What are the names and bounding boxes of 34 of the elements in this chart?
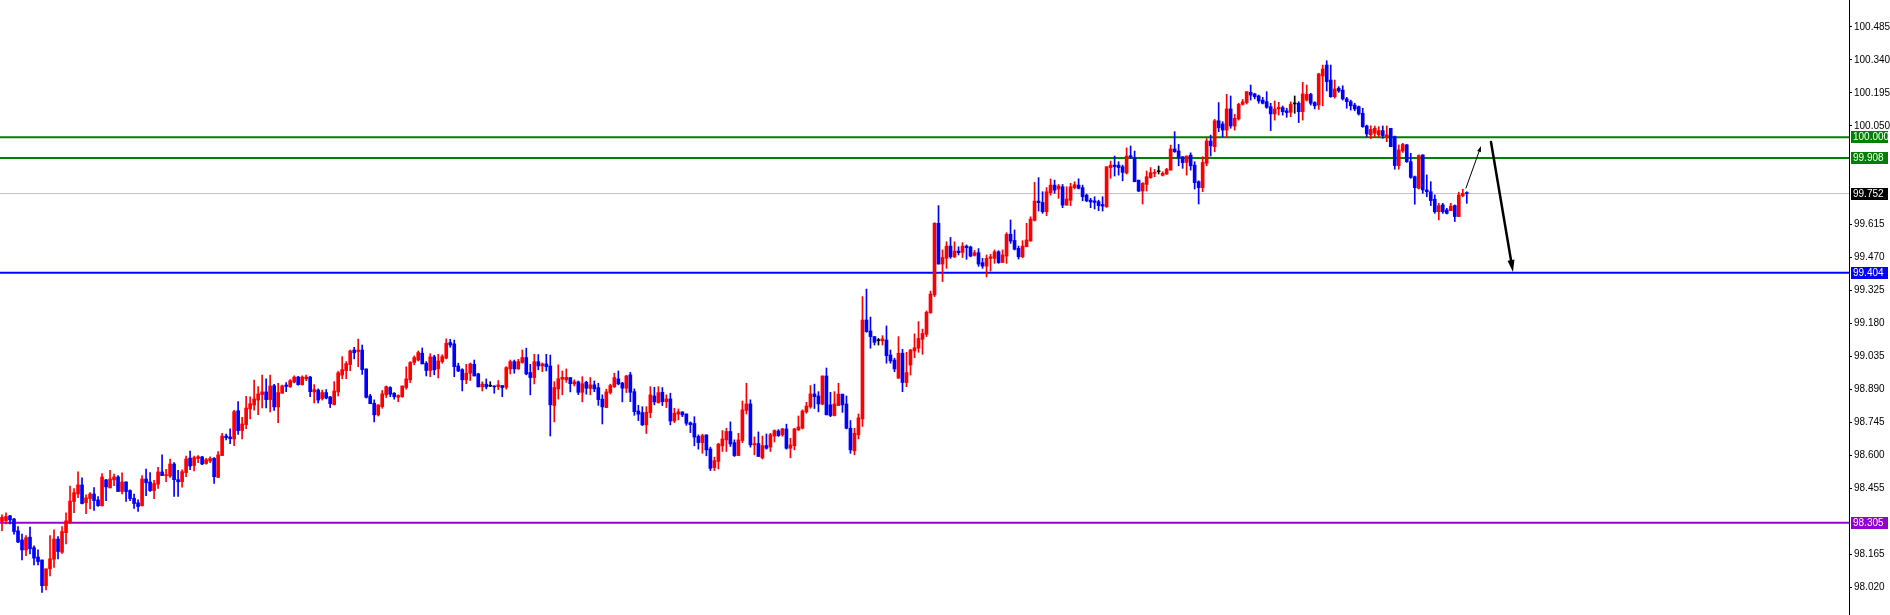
candlestick xyxy=(1276,102,1281,116)
candlestick xyxy=(356,338,361,367)
candlestick xyxy=(500,385,505,397)
y-tick-label: 100.340 xyxy=(1854,53,1890,65)
y-tick-label: 99.615 xyxy=(1854,218,1886,230)
y-tick-label: 98.165 xyxy=(1854,548,1886,560)
candlestick xyxy=(352,346,357,360)
ref-line-label: 99.908 xyxy=(1853,152,1885,164)
candlestick xyxy=(312,384,316,404)
y-tick-label: 98.020 xyxy=(1854,581,1886,593)
candlestick xyxy=(1320,64,1325,107)
y-tick-label: 99.180 xyxy=(1854,317,1886,329)
y-tick-label: 100.485 xyxy=(1854,20,1890,32)
candlestick xyxy=(588,377,593,396)
candlestick xyxy=(1248,84,1253,101)
y-tick-label: 99.035 xyxy=(1854,350,1886,362)
candlestick xyxy=(1464,191,1469,204)
y-tick-label: 98.890 xyxy=(1854,383,1886,395)
y-tick-label: 98.745 xyxy=(1854,416,1886,428)
candlestick xyxy=(112,473,116,486)
candlestick xyxy=(144,468,148,496)
y-tick-label: 100.050 xyxy=(1854,119,1890,131)
candlestick xyxy=(164,468,168,483)
y-tick-label: 100.195 xyxy=(1854,86,1890,98)
candlestick xyxy=(284,382,288,392)
y-tick-label: 99.470 xyxy=(1854,251,1886,263)
y-tick-label: 98.455 xyxy=(1854,482,1886,494)
candlestick xyxy=(160,454,164,476)
y-tick-label: 99.325 xyxy=(1854,284,1886,296)
ref-line-label: 99.752 xyxy=(1853,188,1885,200)
ref-line-label: 99.404 xyxy=(1853,267,1885,279)
y-tick-label: 98.600 xyxy=(1854,449,1886,461)
ref-line-label: 100.000 xyxy=(1853,131,1890,143)
ref-line-label: 98.305 xyxy=(1853,517,1885,529)
